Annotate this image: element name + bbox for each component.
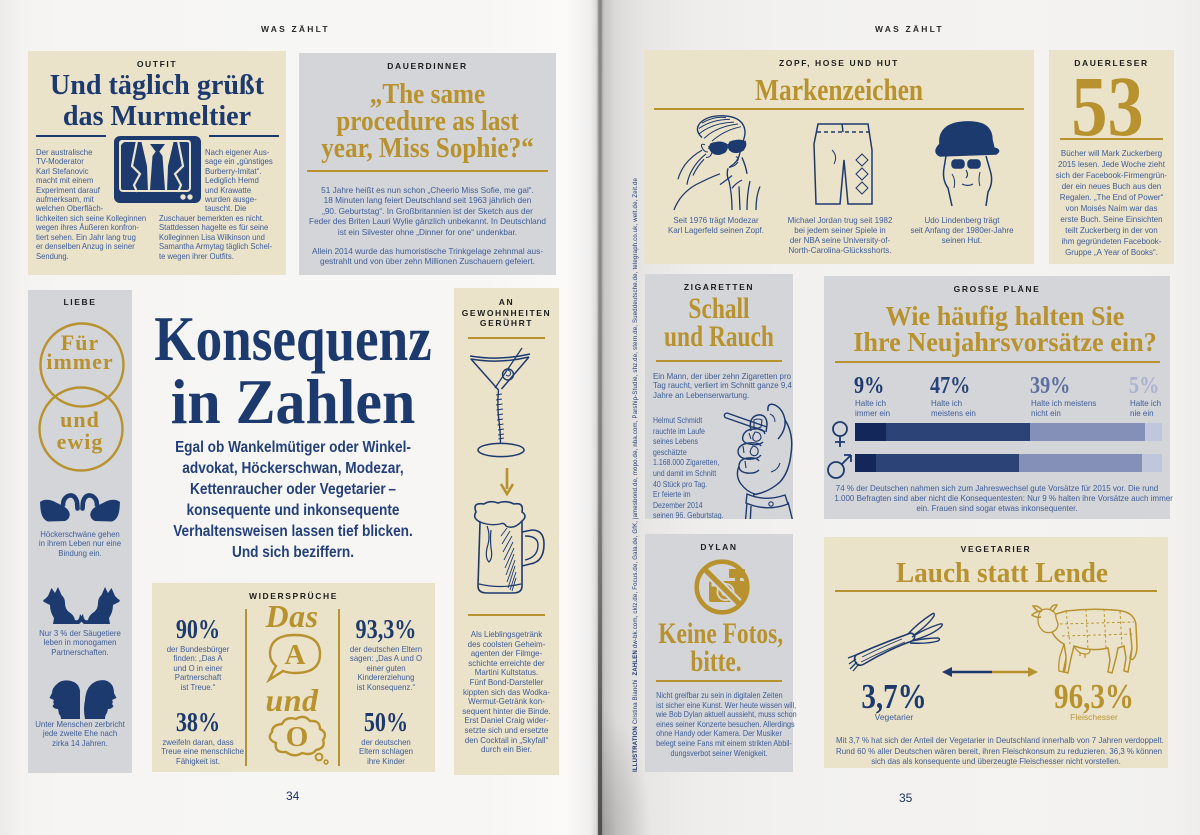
svg-text:A: A [285, 639, 306, 671]
svg-text:O: O [286, 721, 309, 753]
